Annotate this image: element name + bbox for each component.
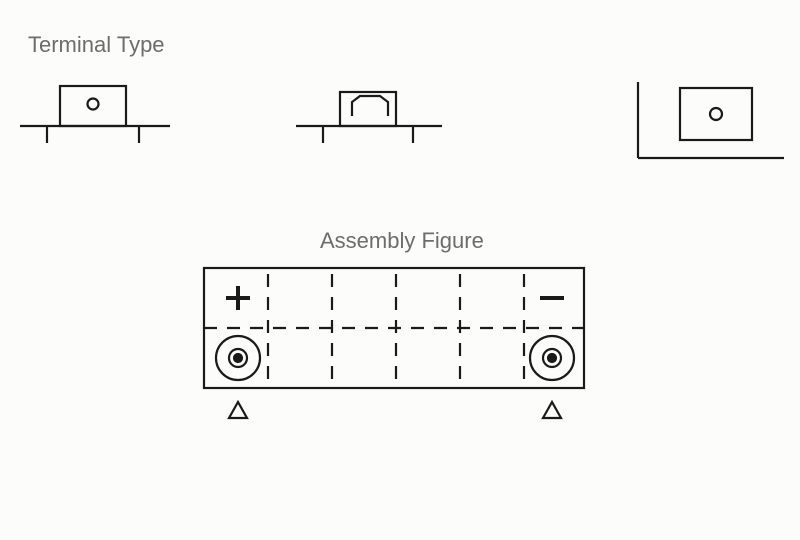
terminal-1-tab <box>60 86 126 126</box>
post-0-dot <box>234 354 242 362</box>
marker-triangle-1 <box>543 402 561 418</box>
terminal-3-hole <box>710 108 722 120</box>
marker-triangle-0 <box>229 402 247 418</box>
terminal-3-tab <box>680 88 752 140</box>
post-1-dot <box>548 354 556 362</box>
terminal-2-cutout <box>352 96 388 116</box>
diagram-canvas <box>0 0 800 540</box>
terminal-1-hole <box>88 99 99 110</box>
